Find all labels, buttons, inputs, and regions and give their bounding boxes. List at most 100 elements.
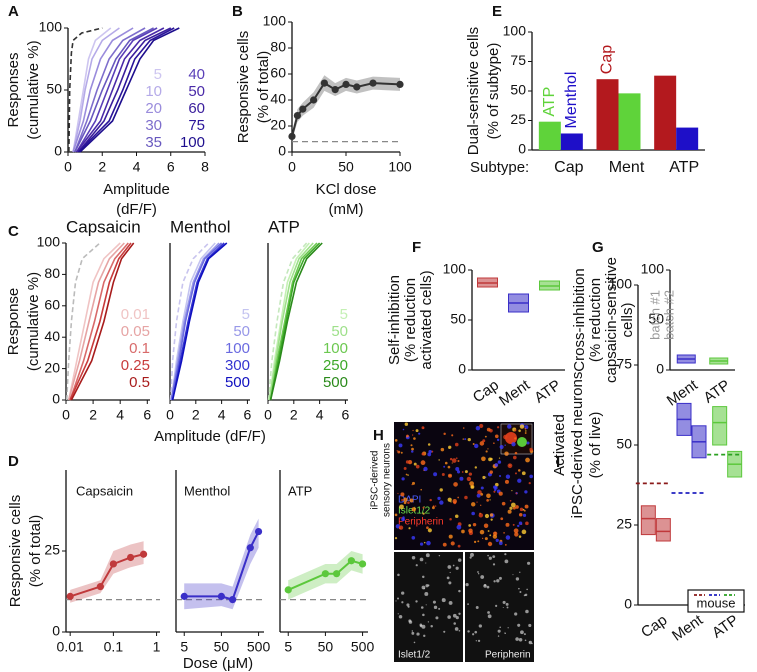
texture-dot: [401, 591, 405, 595]
panel-letter: C: [8, 223, 19, 240]
texture-dot: [462, 438, 464, 440]
texture-dot: [492, 563, 496, 566]
texture-dot: [480, 575, 485, 579]
legend-label: 0.5: [129, 374, 150, 391]
texture-dot: [424, 592, 429, 596]
texture-dot: [402, 516, 405, 519]
texture-dot: [514, 451, 518, 455]
x-tick-label: 0: [288, 159, 296, 175]
texture-dot: [449, 571, 451, 574]
texture-dot: [402, 428, 405, 431]
point: [331, 86, 339, 94]
texture-dot: [421, 452, 425, 456]
texture-dot: [439, 488, 443, 492]
texture-dot: [507, 509, 512, 514]
x-tick-label: 6: [244, 407, 252, 423]
texture-dot: [447, 465, 451, 469]
point: [126, 553, 135, 562]
texture-dot: [507, 627, 509, 629]
x-axis-label: Subtype:: [470, 159, 529, 176]
texture-dot: [496, 426, 500, 429]
texture-dot: [457, 496, 460, 499]
cdf-curve: [65, 242, 101, 401]
x-tick-label: 50: [318, 639, 334, 655]
texture-dot: [423, 541, 426, 544]
x-tick-label: 1: [153, 639, 161, 655]
x-tick-label: 8: [201, 159, 209, 175]
y-axis-label: Responses: [5, 52, 22, 127]
texture-dot: [486, 499, 489, 502]
texture-dot: [514, 472, 518, 475]
point: [396, 80, 404, 88]
texture-dot: [427, 621, 430, 623]
texture-dot: [497, 635, 500, 637]
y-tick-label: 100: [263, 13, 287, 29]
category-label: ATP: [701, 377, 734, 407]
texture-dot: [455, 566, 459, 570]
point: [369, 79, 377, 87]
point: [96, 583, 104, 591]
texture-dot: [423, 466, 428, 472]
texture-dot: [480, 504, 482, 506]
y-tick-label: 100: [609, 276, 633, 292]
y-axis-label: cells): [619, 302, 636, 337]
texture-dot: [456, 524, 462, 530]
x-tick-label: 2: [192, 407, 200, 423]
texture-dot: [469, 556, 472, 559]
y-axis-label: (% of subtype): [485, 43, 502, 140]
texture-dot: [505, 522, 510, 527]
texture-dot: [514, 429, 517, 432]
texture-dot: [455, 457, 458, 460]
texture-dot: [427, 584, 430, 587]
y-tick-label: 100: [641, 261, 665, 277]
texture-dot: [495, 604, 498, 607]
texture-dot: [401, 499, 404, 502]
texture-dot: [475, 640, 477, 642]
texture-dot: [464, 495, 468, 500]
texture-dot: [504, 451, 509, 456]
panel-letter: H: [373, 427, 384, 444]
texture-dot: [504, 632, 506, 635]
series-label: Menthol: [563, 72, 580, 129]
texture-dot: [490, 518, 493, 521]
texture-dot: [439, 500, 444, 505]
texture-dot: [426, 526, 429, 530]
texture-dot: [521, 471, 526, 476]
texture-dot: [496, 579, 500, 583]
texture-dot: [396, 597, 400, 600]
cdf-curve: [170, 242, 223, 401]
y-tick-label: 100: [39, 19, 63, 35]
x-tick-label: 6: [143, 407, 151, 423]
texture-dot: [510, 502, 516, 508]
texture-dot: [411, 481, 416, 485]
texture-dot: [515, 637, 519, 641]
texture-dot: [517, 623, 521, 627]
point: [66, 592, 74, 600]
point: [310, 96, 318, 104]
texture-dot: [519, 424, 525, 429]
texture-dot: [395, 600, 397, 602]
point: [217, 592, 226, 600]
legend-label: 20: [145, 100, 162, 117]
cdf-curve: [170, 242, 216, 401]
category-label: Cap: [638, 612, 670, 642]
texture-dot: [483, 523, 489, 529]
series-label: batch #1: [647, 290, 662, 340]
texture-dot: [452, 613, 457, 618]
texture-dot: [514, 532, 519, 537]
x-tick-label: 4: [116, 407, 124, 423]
texture-dot: [476, 493, 481, 498]
texture-dot: [479, 529, 485, 535]
panel-letter: F: [412, 239, 421, 256]
texture-dot: [446, 576, 450, 580]
y-tick-label: 0: [52, 391, 60, 407]
cdf-curve: [70, 242, 135, 401]
category-label: Ment: [496, 376, 534, 410]
inset-cell: [505, 432, 517, 444]
y-tick-label: 60: [270, 65, 286, 81]
texture-dot: [412, 429, 414, 432]
side-label: iPSC-derived: [370, 451, 381, 510]
texture-dot: [422, 506, 425, 509]
bar: [596, 79, 619, 150]
x-tick-label: 5: [284, 639, 292, 655]
